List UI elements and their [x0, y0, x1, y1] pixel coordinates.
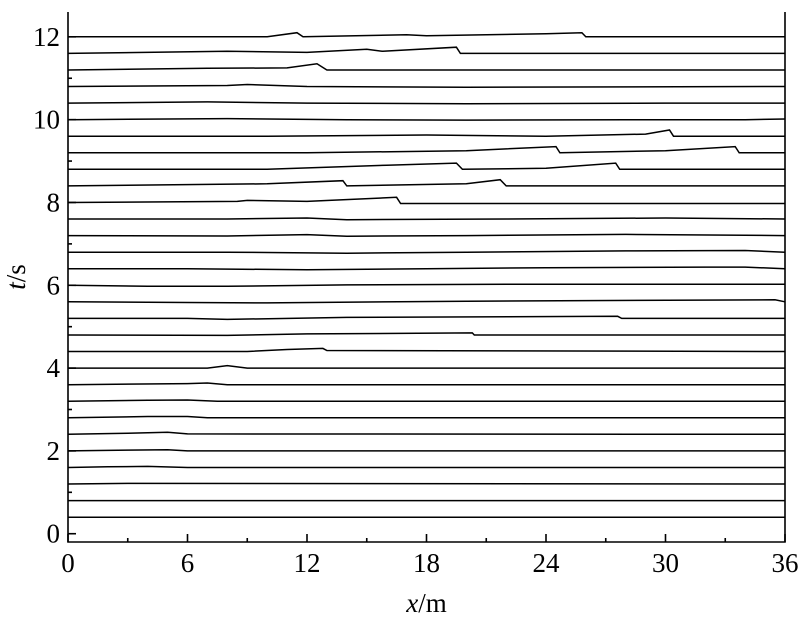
axes [67, 12, 786, 543]
profile-trace [67, 283, 785, 288]
x-tick-label: 18 [413, 548, 440, 578]
y-ticks: 0 2 4 6 8 10 12 [33, 22, 76, 549]
y-tick-label: 0 [47, 519, 61, 549]
y-axis-title: t/s [1, 264, 31, 290]
y-axis-unit: /s [1, 264, 31, 282]
trace-group [67, 31, 786, 518]
profile-trace [67, 233, 786, 237]
y-tick-label: 12 [33, 22, 60, 52]
y-axis-var: t [1, 281, 31, 290]
x-tick-label: 12 [294, 548, 321, 578]
profile-trace [68, 162, 785, 171]
y-tick-label: 4 [47, 353, 61, 383]
x-tick-label: 6 [181, 548, 195, 578]
profile-trace [68, 129, 785, 137]
profile-trace [67, 46, 785, 55]
y-tick-label: 6 [47, 270, 61, 300]
profile-trace [67, 63, 785, 71]
profile-trace [68, 364, 785, 369]
profile-trace [68, 31, 785, 38]
profile-trace [67, 299, 786, 304]
profile-trace [67, 83, 786, 88]
axis-frame [67, 12, 786, 543]
y-tick-label: 2 [47, 436, 61, 466]
profile-trace [68, 145, 785, 154]
profile-trace [67, 117, 786, 121]
x-axis-var: x [405, 588, 418, 618]
x-ticks: 0 6 12 18 24 30 36 [61, 534, 799, 578]
profile-trace [67, 196, 785, 205]
profile-trace [68, 347, 786, 353]
y-tick-label: 10 [33, 105, 60, 135]
profile-trace [67, 482, 786, 485]
profile-trace [68, 266, 786, 271]
profile-trace [67, 382, 785, 386]
x-tick-label: 0 [61, 548, 75, 578]
y-tick-label: 8 [47, 187, 61, 217]
profile-trace [67, 399, 785, 402]
profile-trace [67, 178, 785, 187]
x-tick-label: 30 [652, 548, 679, 578]
profile-trace [67, 465, 785, 469]
profile-trace [68, 249, 786, 254]
profile-trace [68, 315, 785, 321]
x-tick-label: 24 [533, 548, 561, 578]
profile-trace [67, 332, 785, 337]
profile-trace [68, 217, 786, 221]
x-axis-unit: /m [418, 588, 447, 618]
profile-trace [67, 101, 785, 105]
x-tick-label: 36 [772, 548, 799, 578]
x-axis-title: x/m [405, 588, 447, 618]
profile-trace [67, 415, 785, 419]
profile-trace [67, 431, 786, 436]
profile-trace [67, 448, 785, 452]
